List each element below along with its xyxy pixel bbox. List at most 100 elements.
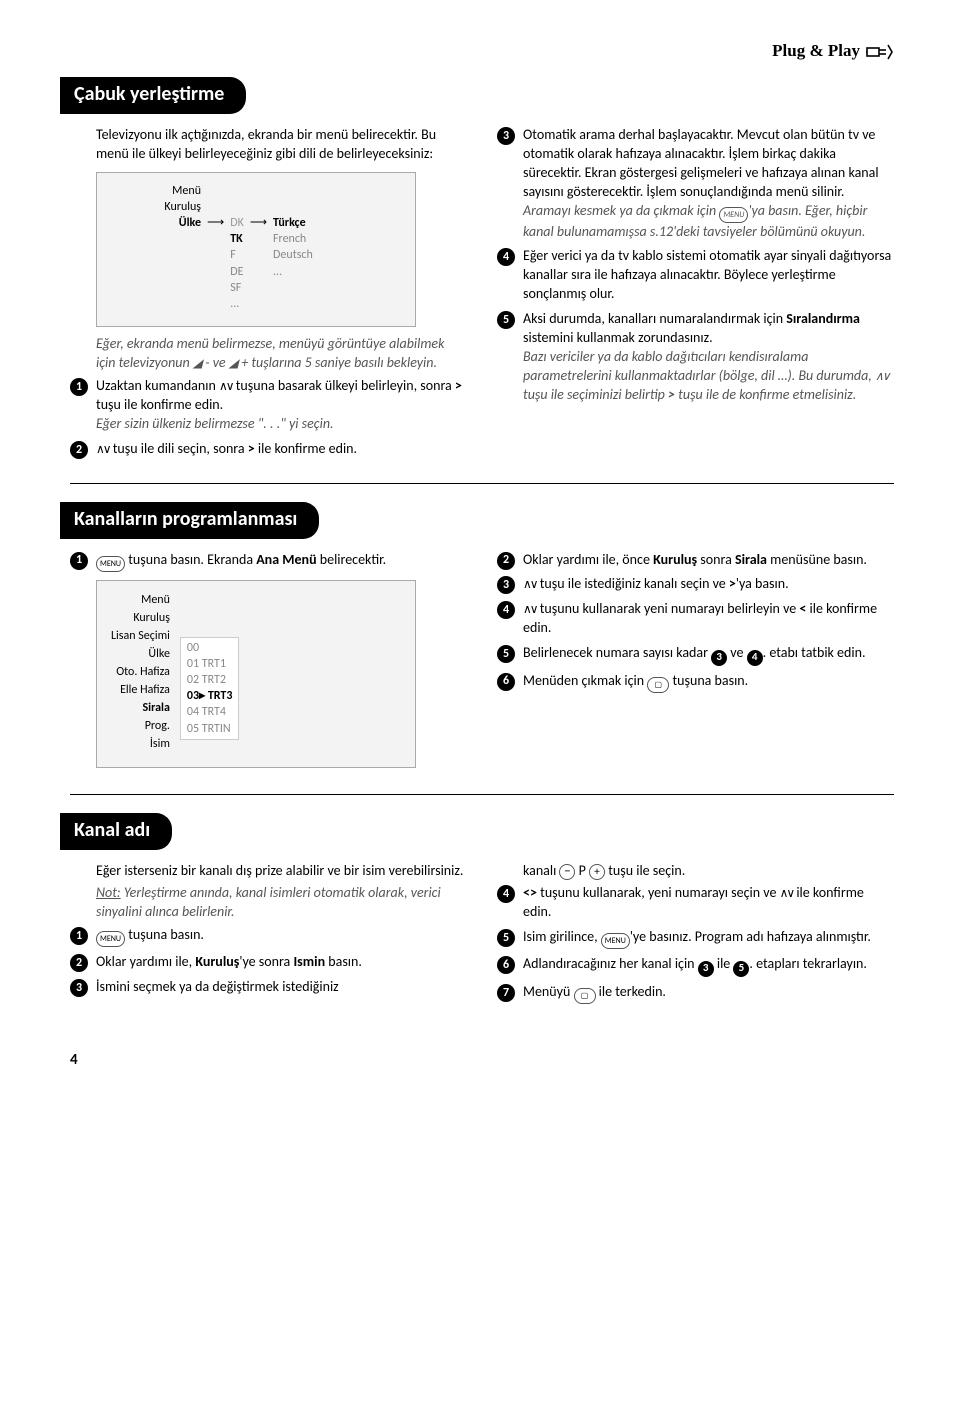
list-item: 2 Oklar yardımı ile, Kuruluş'ye sonra Is… [70,953,467,972]
text: 'ye basınız. Program adı hafızaya alınmı… [630,928,871,945]
text: tuşu ile konfirme edin. [96,396,223,413]
exit-button-icon: ▢ [574,988,596,1004]
list-item: 1 MENU tuşuna basın. [70,926,467,947]
menu-item: Elle Hafiza [111,681,170,699]
list-item: 2 Oklar yardımı ile, önce Kuruluş sonra … [497,551,894,570]
list-item: 1 Uzaktan kumandanın tuşuna basarak ülke… [70,377,467,434]
text: tuşu ile de konfirme etmelisiniz. [675,386,856,403]
right-icon [668,386,675,403]
menu-item: 05 TRTIN [187,721,233,737]
pointer-icon: ⟶ [250,215,267,231]
section2-columns: 1 MENU tuşuna basın. Ekranda Ana Menü be… [70,551,894,776]
text: tuşuna basın. [125,926,204,943]
step-number-icon: 1 [70,927,88,945]
menu-item: TK [230,231,244,247]
plus-button-icon: + [589,864,605,880]
section2-left-col: 1 MENU tuşuna basın. Ekranda Ana Menü be… [70,551,467,776]
step-number-icon: 3 [70,979,88,997]
inline-step-icon: 3 [711,650,727,666]
menu-label-kurulus: Kuruluş [111,199,201,215]
menu-lang-list: Türkçe French Deutsch ... [273,215,313,280]
section1-note2: Eğer sizin ülkeniz belirmezse ". . ." yi… [96,415,334,432]
list-item: 5 Belirlenecek numara sayısı kadar 3 ve … [497,644,894,665]
step-number-icon: 3 [497,576,515,594]
section1-left-steps: 1 Uzaktan kumandanın tuşuna basarak ülke… [70,377,467,459]
section3-left-steps: 1 MENU tuşuna basın. 2 Oklar yardımı ile… [70,926,467,997]
updown-icon [523,575,537,592]
step-number-icon: 3 [497,127,515,145]
section-title-programming: Kanalların programlanması [60,502,319,539]
right-icon [248,440,255,457]
text: Menüyü [523,983,574,1000]
menu-item: Oto. Hafiza [111,663,170,681]
text: P [575,862,589,879]
text-underline: Not: [96,884,121,901]
section1-left-col: Televizyonu ilk açtığınızda, ekranda bir… [70,126,467,465]
list-item: 4 tuşunu kullanarak, yeni numarayı seçin… [497,884,894,922]
text: Adlandıracağınız her kanal için [523,955,698,972]
step-number-icon: 4 [497,885,515,903]
text-bold: Ana Menü [256,551,316,568]
country-menu-screenshot: Menü Kuruluş Ülke ⟶ DK TK F DE SF ... ⟶ … [96,172,416,328]
volume-plus-icon [229,354,238,371]
section3-cont: kanalı − P + tuşu ile seçin. [497,862,894,881]
text-bold: Sirala [735,551,767,568]
section3-right-steps: 4 tuşunu kullanarak, yeni numarayı seçin… [497,884,894,1003]
menu-item-selected: Sirala [111,699,170,717]
menu-item: 04 TRT4 [187,704,233,720]
text: - ve [202,354,229,371]
section-title-channel-name: Kanal adı [60,813,172,850]
menu-button-icon: MENU [601,933,630,949]
exit-button-icon: ▢ [647,677,669,693]
list-item: 3 Otomatik arama derhal başlayacaktır. M… [497,126,894,241]
menu-item: ... [230,296,244,312]
list-item: 6 Menüden çıkmak için ▢ tuşuna basın. [497,672,894,693]
text: Menüden çıkmak için [523,672,647,689]
menu-item: Kuruluş [111,609,170,627]
text: ve [727,644,746,661]
divider [70,794,894,795]
text: tuşuna basın. Ekranda [125,551,256,568]
text: tuşunu kullanarak yeni numarayı belirley… [537,600,800,617]
text: Yerleştirme anında, kanal isimleri otoma… [96,884,441,920]
step-number-icon: 5 [497,645,515,663]
step-number-icon: 2 [497,552,515,570]
menu-item: F [230,247,244,263]
menu-item-selected: 03▸ TRT3 [187,688,233,704]
section1-note1: Eğer, ekranda menü belirmezse, menüyü gö… [70,335,467,373]
text: sonra [697,551,735,568]
menu-button-icon: MENU [96,931,125,947]
text: Isim girilince, [523,928,601,945]
text: kanalı [523,862,559,879]
step-number-icon: 6 [497,673,515,691]
text: tuşunu kullanarak, yeni numarayı seçin v… [537,884,780,901]
list-item: 4 tuşunu kullanarak yeni numarayı belirl… [497,600,894,638]
text: belirecektir. [317,551,387,568]
inline-step-icon: 3 [698,961,714,977]
plug-and-play-text: Plug & Play [772,40,860,63]
menu-item: 00 [187,640,233,656]
text: Oklar yardımı ile, önce [523,551,653,568]
minus-button-icon: − [559,864,575,880]
menu-label-ulke: Ülke [111,215,201,231]
menu-button-icon: MENU [96,556,125,572]
step-number-icon: 6 [497,956,515,974]
menu-item: İsim [111,735,170,753]
text: + tuşlarına 5 saniye basılı bekleyin. [238,354,437,371]
list-item: 1 MENU tuşuna basın. Ekranda Ana Menü be… [70,551,467,572]
step-number-icon: 4 [497,248,515,266]
menu-right-list: 00 01 TRT1 02 TRT2 03▸ TRT3 04 TRT4 05 T… [180,637,240,753]
text: . etabı tatbik edin. [763,644,866,661]
plug-icon [866,41,894,61]
menu-item: DK [230,215,244,231]
text: Otomatik arama derhal başlayacaktır. Mev… [523,126,879,200]
section-title-quick-setup: Çabuk yerleştirme [60,77,246,114]
text: İsmini seçmek ya da değiştirmek istediği… [96,978,339,995]
inline-step-icon: 4 [747,650,763,666]
text: menüsüne basın. [767,551,867,568]
plug-and-play-logo: Plug & Play [772,40,894,63]
text: . etapları tekrarlayın. [749,955,867,972]
text: Aramayı kesmek ya da çıkmak için [523,202,719,219]
text-bold: Kuruluş [195,953,239,970]
menu-item: SF [230,280,244,296]
